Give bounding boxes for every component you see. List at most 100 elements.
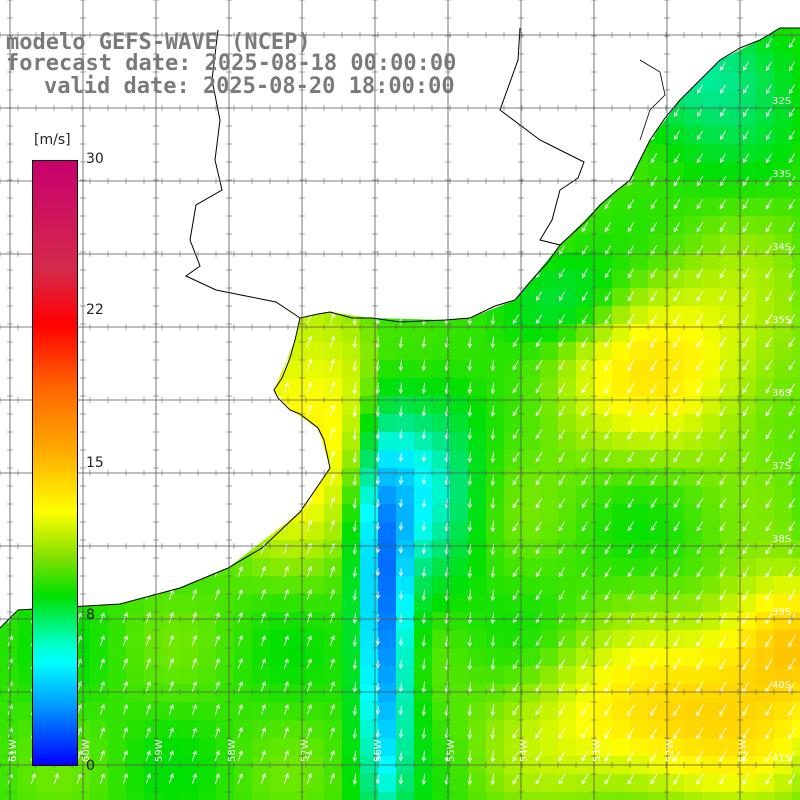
valid-date: valid date: 2025-08-20 18:00:00 [44,74,455,99]
wind-arrow [329,289,335,302]
wind-arrow [558,475,566,486]
wind-arrow [673,704,681,717]
wind-arrow [399,15,403,25]
wind-arrow [99,750,105,762]
field-cell [648,360,667,379]
field-cell [738,774,757,793]
field-cell [630,792,649,800]
wind-arrow [512,636,520,647]
field-cell [0,360,19,379]
wind-arrow [765,337,773,348]
field-cell [198,144,217,163]
field-cell [648,396,667,415]
wind-arrow [191,681,197,693]
field-cell [684,0,703,19]
field-cell [396,162,415,181]
wind-arrow [168,129,174,141]
field-cell [576,504,595,523]
field-cell [684,162,703,181]
field-cell [468,36,487,55]
field-cell [756,522,775,541]
field-cell [432,414,451,433]
wind-arrow [214,427,220,440]
wind-arrow [329,221,335,233]
wind-arrow [191,129,197,141]
field-cell [414,126,433,145]
wind-arrow [581,359,589,371]
field-cell [558,378,577,397]
field-cell [594,486,613,505]
wind-arrow [283,129,289,141]
wind-arrow [720,107,726,117]
field-cell [540,612,559,631]
field-cell [666,28,685,37]
field-cell [324,540,343,559]
field-cell [792,522,800,541]
wind-arrow [145,681,151,693]
field-cell [702,774,721,793]
field-cell [702,432,721,451]
field-cell [270,576,289,595]
field-cell [630,396,649,415]
field-cell [180,396,199,415]
wind-arrow [99,336,105,348]
field-cell [702,486,721,505]
wind-arrow [697,38,703,48]
wind-arrow [329,427,336,440]
field-cell [0,378,19,397]
wind-arrow [214,520,220,532]
wind-arrow [168,612,174,624]
wind-arrow [719,153,727,164]
field-cell [738,126,757,145]
wind-arrow [145,129,151,141]
field-cell [108,738,127,757]
field-cell [522,144,541,163]
field-cell [126,306,145,325]
field-cell [504,288,523,307]
field-cell [468,216,487,235]
field-cell [738,288,757,307]
field-cell [738,738,757,757]
field-cell [126,108,145,127]
wind-arrow [765,38,773,49]
field-cell [432,558,451,577]
field-cell [432,684,451,703]
field-cell [108,396,127,415]
wind-arrow [627,153,635,164]
field-cell [0,540,19,559]
field-cell [720,504,739,523]
field-cell [684,738,703,757]
field-cell [774,378,793,397]
wind-arrow [765,750,773,762]
field-cell [486,28,505,37]
field-cell [540,792,559,800]
wind-arrow [375,37,381,50]
field-cell [702,54,721,73]
wind-arrow [651,61,657,71]
field-cell [486,486,505,505]
field-cell [396,288,415,307]
field-cell [684,468,703,487]
field-cell [630,414,649,433]
field-cell [90,270,109,289]
wind-arrow [788,61,796,72]
field-cell [522,450,541,469]
wind-arrow [30,83,36,95]
lon-label: 57W [300,739,311,762]
field-cell [630,360,649,379]
field-cell [738,360,757,379]
field-cell [576,594,595,613]
field-cell [630,576,649,595]
wind-arrow [490,474,496,487]
field-cell [684,108,703,127]
field-cell [144,504,163,523]
field-cell [774,540,793,559]
field-cell [90,702,109,721]
field-cell [504,306,523,325]
field-cell [396,234,415,253]
field-cell [144,432,163,451]
wind-arrow [214,473,220,486]
field-cell [108,216,127,235]
field-cell [234,432,253,451]
field-cell [360,414,379,433]
